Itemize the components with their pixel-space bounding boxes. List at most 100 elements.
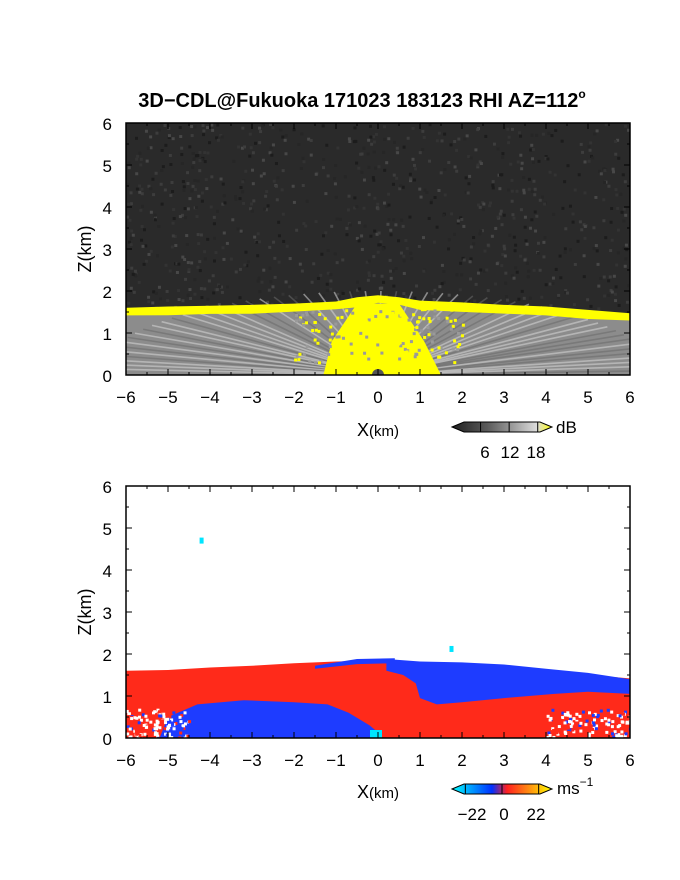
- noise-speck: [271, 285, 275, 289]
- noise-speck: [234, 270, 238, 274]
- noise-speck: [510, 189, 514, 193]
- noise-speck: [338, 217, 342, 221]
- noise-speck: [196, 179, 200, 183]
- noise-speck: [146, 146, 150, 150]
- noise-speck: [180, 213, 184, 217]
- noise-speck: [129, 236, 133, 240]
- noise-speck: [375, 232, 379, 236]
- noise-speck: [556, 295, 560, 299]
- speck: [450, 308, 454, 312]
- speck: [624, 732, 628, 736]
- noise-speck: [157, 285, 161, 289]
- speck: [170, 736, 174, 738]
- speck: [607, 721, 611, 725]
- noise-speck: [182, 189, 186, 193]
- noise-speck: [469, 245, 473, 249]
- x-tick-label: 6: [625, 751, 634, 770]
- speck: [571, 722, 575, 726]
- noise-speck: [546, 157, 550, 161]
- noise-speck: [336, 292, 340, 296]
- speck: [188, 720, 192, 724]
- speck: [142, 734, 146, 738]
- noise-speck: [269, 146, 273, 150]
- x-tick-label: −6: [116, 751, 135, 770]
- noise-speck: [274, 162, 278, 166]
- noise-speck: [325, 143, 329, 147]
- noise-speck: [410, 257, 414, 261]
- speck: [613, 730, 617, 734]
- noise-speck: [561, 206, 565, 210]
- noise-speck: [279, 128, 283, 132]
- noise-speck: [302, 290, 306, 294]
- noise-speck: [428, 159, 432, 163]
- noise-speck: [261, 158, 265, 162]
- speck: [407, 318, 411, 322]
- speck: [132, 721, 136, 725]
- noise-speck: [387, 218, 391, 222]
- noise-speck: [202, 129, 206, 133]
- noise-speck: [597, 284, 601, 288]
- noise-speck: [366, 278, 370, 282]
- noise-speck: [404, 238, 408, 242]
- noise-speck: [472, 236, 476, 240]
- noise-speck: [498, 187, 502, 191]
- noise-speck: [456, 219, 460, 223]
- speck: [363, 330, 367, 334]
- noise-speck: [627, 128, 630, 132]
- noise-speck: [249, 146, 253, 150]
- speck: [403, 324, 407, 328]
- noise-speck: [234, 195, 238, 199]
- speck: [349, 342, 353, 346]
- speck: [380, 338, 384, 342]
- speck: [164, 718, 168, 722]
- noise-speck: [527, 177, 531, 181]
- speck: [351, 311, 355, 315]
- noise-speck: [377, 165, 381, 169]
- speck: [174, 721, 178, 725]
- noise-speck: [472, 242, 476, 246]
- noise-speck: [624, 124, 628, 128]
- noise-speck: [376, 250, 380, 254]
- noise-speck: [203, 160, 207, 164]
- noise-speck: [522, 296, 526, 300]
- noise-speck: [609, 220, 613, 224]
- noise-speck: [360, 234, 364, 238]
- noise-speck: [281, 135, 285, 139]
- noise-speck: [583, 224, 587, 228]
- noise-speck: [369, 234, 373, 238]
- noise-speck: [153, 218, 157, 222]
- speck: [183, 722, 187, 726]
- noise-speck: [221, 246, 225, 250]
- noise-speck: [433, 196, 437, 200]
- noise-speck: [476, 163, 480, 167]
- noise-speck: [336, 146, 340, 150]
- speck: [408, 344, 412, 348]
- speck: [551, 708, 555, 712]
- noise-speck: [198, 169, 202, 173]
- speck: [558, 717, 562, 721]
- speck: [365, 320, 369, 324]
- noise-speck: [191, 152, 195, 156]
- noise-speck: [212, 259, 216, 263]
- speck: [133, 716, 137, 720]
- noise-speck: [173, 235, 177, 239]
- speck: [172, 727, 176, 731]
- noise-speck: [136, 154, 140, 158]
- noise-speck: [346, 208, 350, 212]
- noise-speck: [159, 182, 163, 186]
- speck: [161, 717, 165, 721]
- speck: [305, 311, 309, 315]
- noise-speck: [220, 290, 224, 294]
- noise-speck: [177, 298, 181, 302]
- speck: [546, 736, 550, 738]
- noise-speck: [172, 208, 176, 212]
- noise-speck: [563, 251, 567, 255]
- noise-speck: [622, 219, 626, 223]
- noise-speck: [583, 160, 587, 164]
- velocity-axis-ticks: [125, 485, 631, 739]
- noise-speck: [388, 258, 392, 262]
- noise-speck: [358, 287, 362, 291]
- speck: [136, 735, 140, 738]
- noise-speck: [186, 207, 190, 211]
- speck: [568, 720, 572, 724]
